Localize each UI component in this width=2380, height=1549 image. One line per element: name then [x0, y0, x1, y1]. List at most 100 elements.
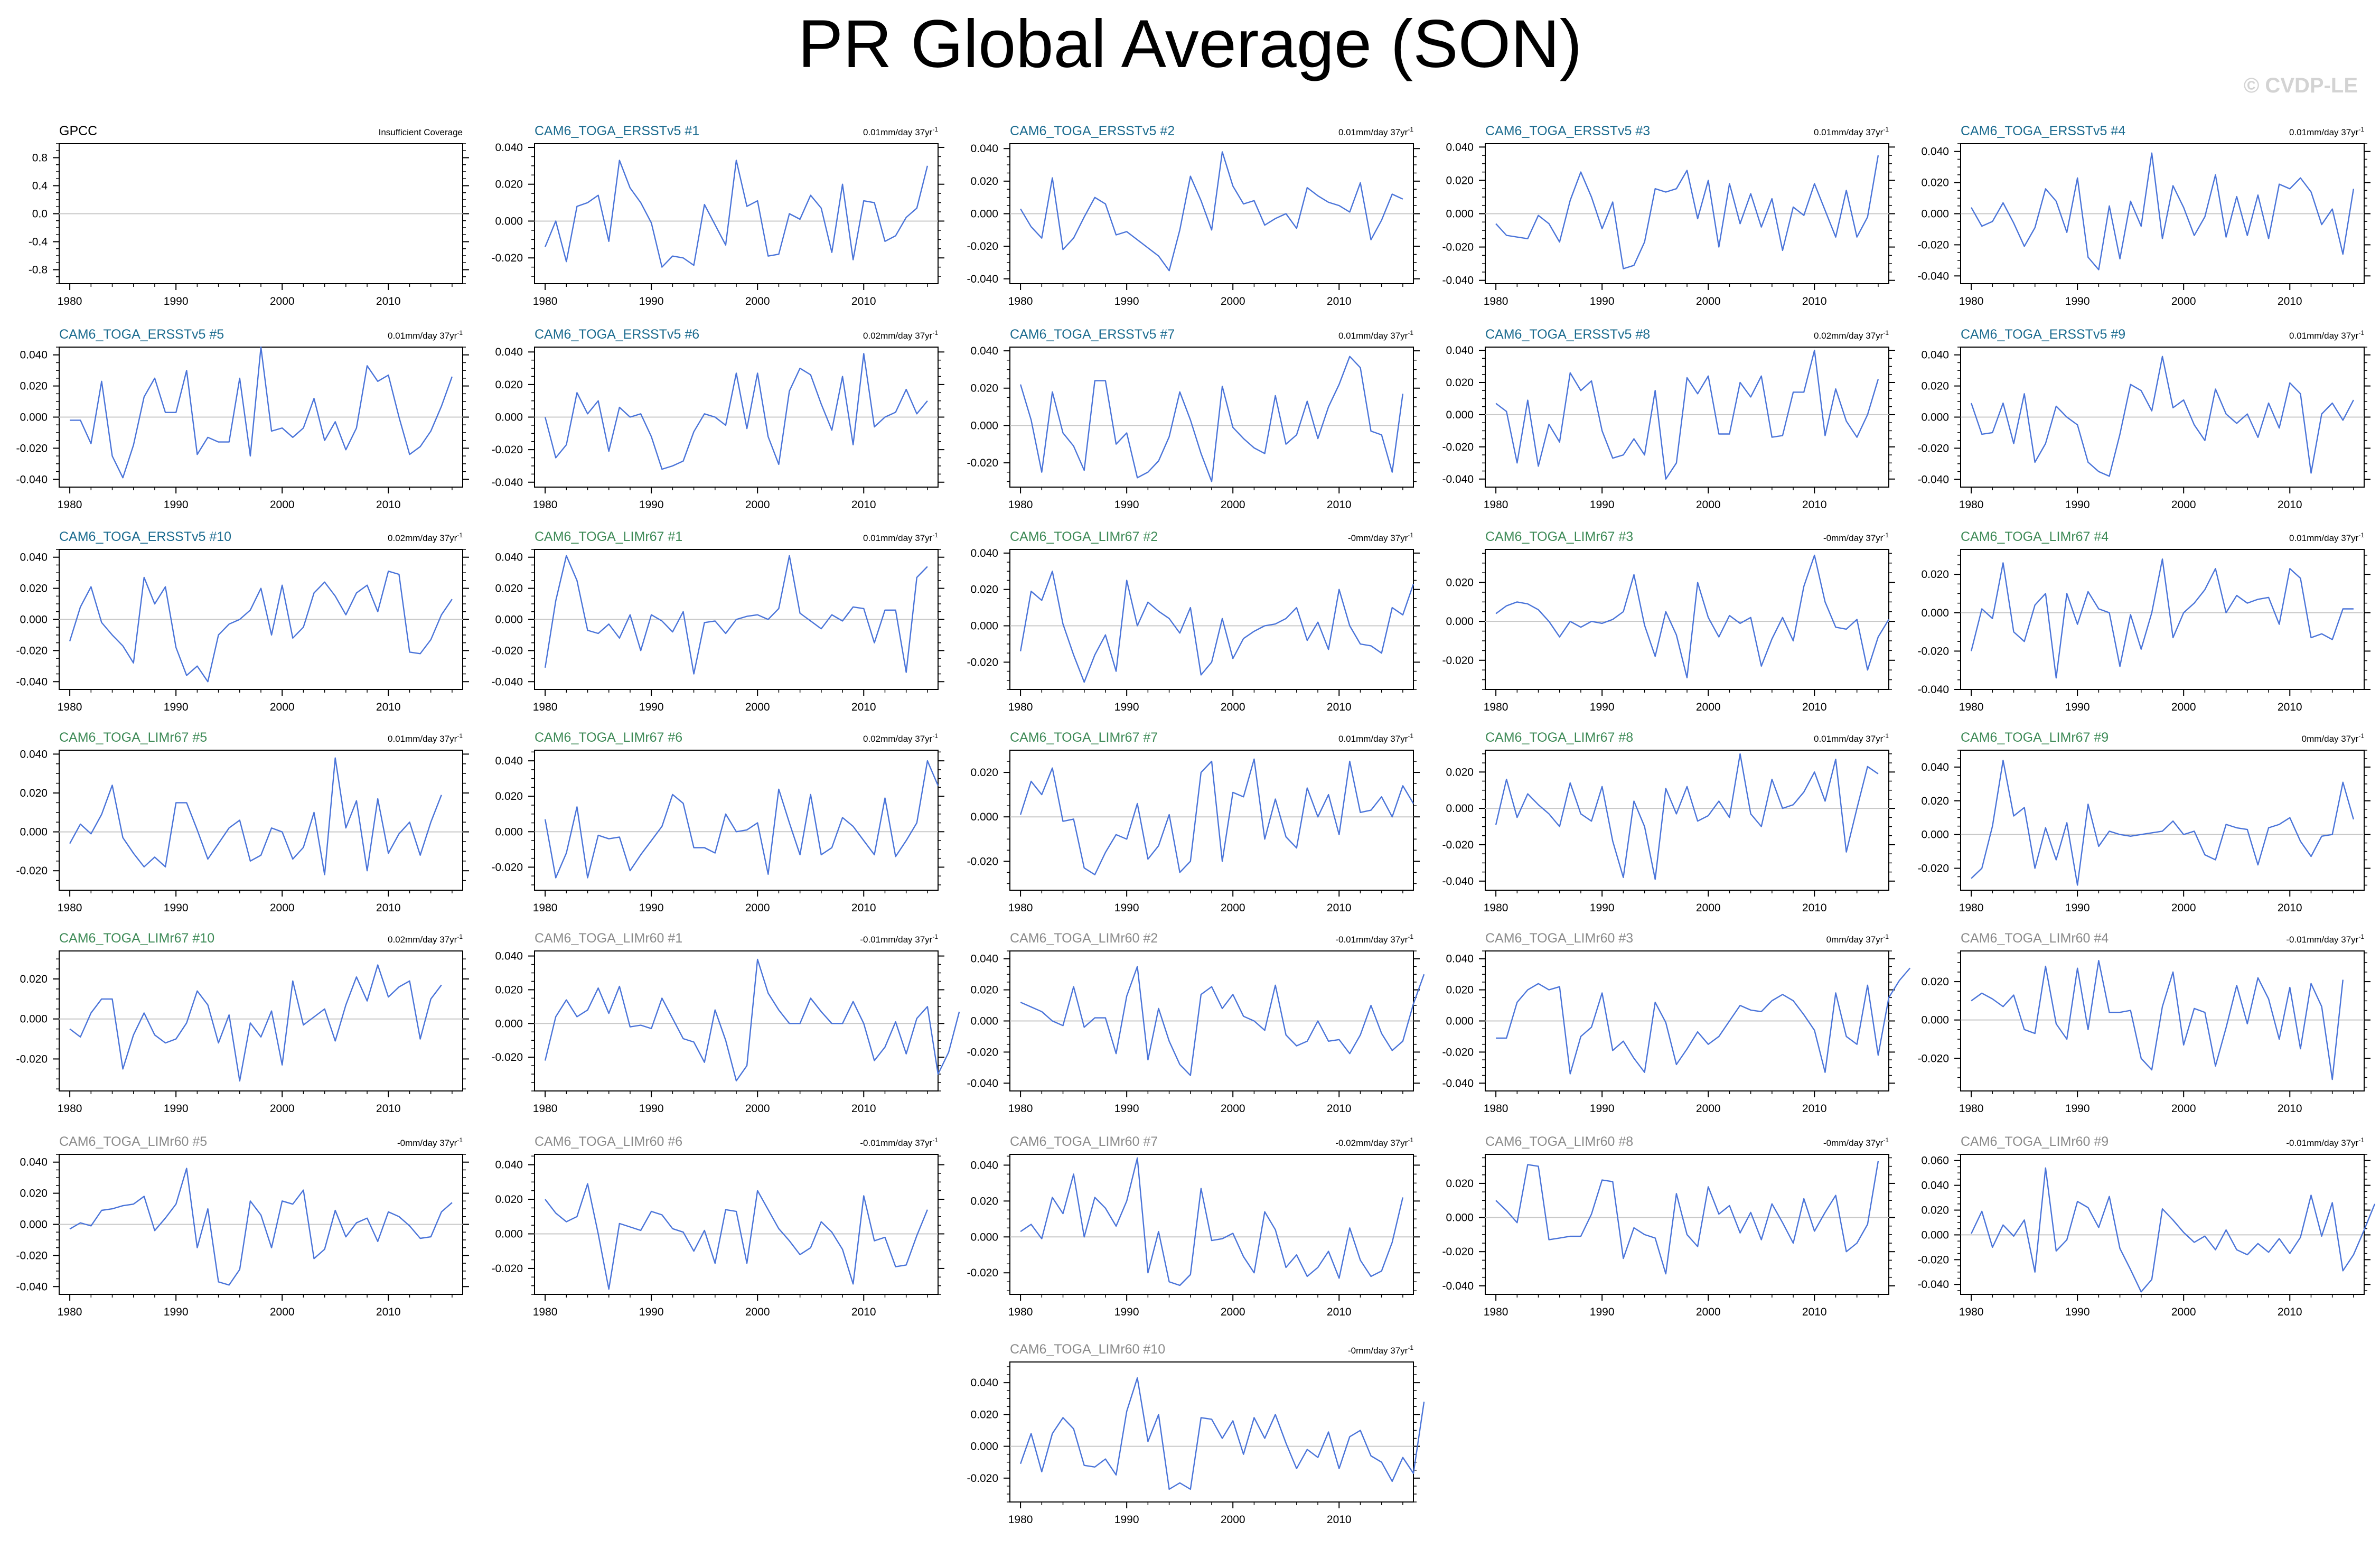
y-tick-label: 0.040 — [970, 143, 998, 155]
x-tick-label: 2010 — [2278, 1103, 2302, 1115]
x-tick-label: 1990 — [164, 1306, 189, 1318]
y-tick-label: 0.040 — [1446, 344, 1474, 357]
x-tick-label: 2010 — [1802, 499, 1827, 511]
x-tick-label: 1990 — [639, 1306, 664, 1318]
panel-title: CAM6_TOGA_LIMr67 #10 — [59, 931, 214, 946]
panel-title: CAM6_TOGA_LIMr67 #1 — [535, 529, 682, 544]
y-tick-label: 0.000 — [20, 1219, 48, 1231]
y-tick-label: 0.040 — [1446, 141, 1474, 153]
y-tick-label: 0.020 — [1921, 976, 1949, 988]
y-tick-label: -0.020 — [967, 1472, 998, 1485]
series-line — [1971, 759, 2355, 886]
x-tick-label: 1990 — [164, 701, 189, 713]
y-tick-label: 0.000 — [1446, 208, 1474, 220]
x-tick-label: 2000 — [2171, 1103, 2196, 1115]
trend-label: 0.01mm/day 37yr-1 — [1814, 732, 1889, 744]
panel-title: CAM6_TOGA_LIMr67 #3 — [1485, 529, 1633, 544]
x-tick-label: 2000 — [1221, 902, 1245, 914]
x-tick-label: 2000 — [1221, 295, 1245, 307]
y-tick-label: 0.000 — [20, 614, 48, 626]
series-line — [1019, 356, 1404, 482]
x-tick-label: 2000 — [1696, 1306, 1721, 1318]
y-tick-label: 0.020 — [1446, 984, 1474, 996]
x-tick-label: 1980 — [58, 902, 82, 914]
y-tick-label: 0.040 — [495, 1159, 523, 1171]
x-tick-label: 1990 — [1590, 295, 1615, 307]
panel: CAM6_TOGA_LIMr60 #7 -0.02mm/day 37yr-1 0.0… — [967, 1134, 1420, 1318]
trend-label: -0mm/day 37yr-1 — [1823, 531, 1889, 543]
x-tick-label: 2000 — [745, 1103, 770, 1115]
series-line — [70, 346, 453, 479]
trend-label: -0.01mm/day 37yr-1 — [1335, 933, 1413, 945]
y-tick-label: 0.000 — [970, 811, 998, 823]
series-line — [1970, 356, 2354, 477]
x-tick-label: 1980 — [1484, 701, 1508, 713]
y-tick-label: -0.020 — [1442, 655, 1474, 667]
x-tick-label: 2010 — [376, 295, 401, 307]
x-tick-label: 2010 — [1802, 1103, 1827, 1115]
x-tick-label: 1980 — [58, 499, 82, 511]
y-tick-label: 0.040 — [495, 552, 523, 564]
x-tick-label: 1990 — [639, 295, 664, 307]
panel-title: CAM6_TOGA_LIMr60 #10 — [1010, 1342, 1165, 1357]
y-tick-label: 0.020 — [970, 984, 998, 996]
series-line — [1496, 967, 1911, 1075]
x-tick-label: 2000 — [1221, 499, 1245, 511]
x-tick-label: 2000 — [270, 499, 295, 511]
x-tick-label: 2010 — [851, 295, 876, 307]
panel: CAM6_TOGA_LIMr67 #5 0.01mm/day 37yr-1 0.04… — [16, 730, 469, 914]
series-line — [69, 757, 442, 875]
x-tick-label: 2010 — [1327, 902, 1352, 914]
trend-label: -0mm/day 37yr-1 — [1348, 531, 1413, 543]
trend-label: 0.02mm/day 37yr-1 — [863, 732, 938, 744]
x-tick-label: 1980 — [1008, 295, 1033, 307]
y-tick-label: -0.020 — [1442, 839, 1474, 851]
y-tick-label: -0.020 — [967, 656, 998, 668]
y-tick-label: 0.040 — [20, 1156, 48, 1169]
trend-label: 0.02mm/day 37yr-1 — [863, 329, 938, 341]
y-tick-label: -0.040 — [1917, 1279, 1949, 1291]
series-line — [544, 958, 960, 1082]
x-tick-label: 2000 — [1221, 1103, 1245, 1115]
y-tick-label: 0.020 — [1921, 568, 1949, 581]
x-tick-label: 2010 — [851, 1103, 876, 1115]
panel: CAM6_TOGA_LIMr67 #3 -0mm/day 37yr-1 0.020 0… — [1442, 529, 1895, 713]
panel-title: CAM6_TOGA_LIMr67 #2 — [1010, 529, 1158, 544]
panel-frame — [1009, 347, 1414, 488]
x-tick-label: 1990 — [164, 499, 189, 511]
series-line — [1971, 152, 2355, 270]
y-tick-label: -0.020 — [1917, 1052, 1949, 1065]
y-tick-label: 0.0 — [32, 208, 48, 220]
y-tick-label: 0.4 — [32, 180, 48, 192]
trend-label: 0mm/day 37yr-1 — [2302, 732, 2365, 744]
panel-title: CAM6_TOGA_LIMr67 #5 — [59, 730, 207, 745]
y-tick-label: -0.020 — [16, 1053, 48, 1065]
x-tick-label: 2010 — [2278, 499, 2302, 511]
panel: CAM6_TOGA_LIMr60 #10 -0mm/day 37yr-1 0.040… — [967, 1342, 1425, 1526]
panel-frame — [534, 1154, 939, 1295]
y-tick-label: 0.000 — [1446, 1015, 1474, 1028]
y-tick-label: -0.020 — [967, 240, 998, 253]
panel-title: CAM6_TOGA_LIMr60 #8 — [1485, 1134, 1633, 1149]
x-tick-label: 2000 — [2171, 499, 2196, 511]
panel-frame — [1960, 750, 2365, 891]
y-tick-label: -0.020 — [491, 252, 523, 264]
y-tick-label: 0.040 — [970, 953, 998, 965]
x-tick-label: 2000 — [1221, 1514, 1245, 1526]
y-tick-label: 0.020 — [495, 179, 523, 191]
panel: CAM6_TOGA_LIMr60 #2 -0.01mm/day 37yr-1 0.0… — [967, 931, 1425, 1115]
y-tick-label: 0.000 — [1921, 1014, 1949, 1027]
x-tick-label: 1990 — [1590, 1306, 1615, 1318]
panel: CAM6_TOGA_LIMr60 #4 -0.01mm/day 37yr-1 0.0… — [1917, 931, 2370, 1115]
x-tick-label: 2010 — [1802, 701, 1827, 713]
y-tick-label: -0.020 — [1917, 239, 1949, 251]
x-tick-label: 1980 — [58, 295, 82, 307]
y-tick-label: -0.020 — [491, 861, 523, 873]
x-tick-label: 2010 — [1802, 902, 1827, 914]
y-tick-label: 0.040 — [20, 748, 48, 760]
panel-title: CAM6_TOGA_ERSSTv5 #7 — [1010, 327, 1175, 342]
trend-label: 0.01mm/day 37yr-1 — [1814, 126, 1889, 137]
x-tick-label: 1990 — [639, 902, 664, 914]
y-tick-label: 0.040 — [1921, 146, 1949, 158]
trend-label: -0.01mm/day 37yr-1 — [860, 1136, 938, 1148]
